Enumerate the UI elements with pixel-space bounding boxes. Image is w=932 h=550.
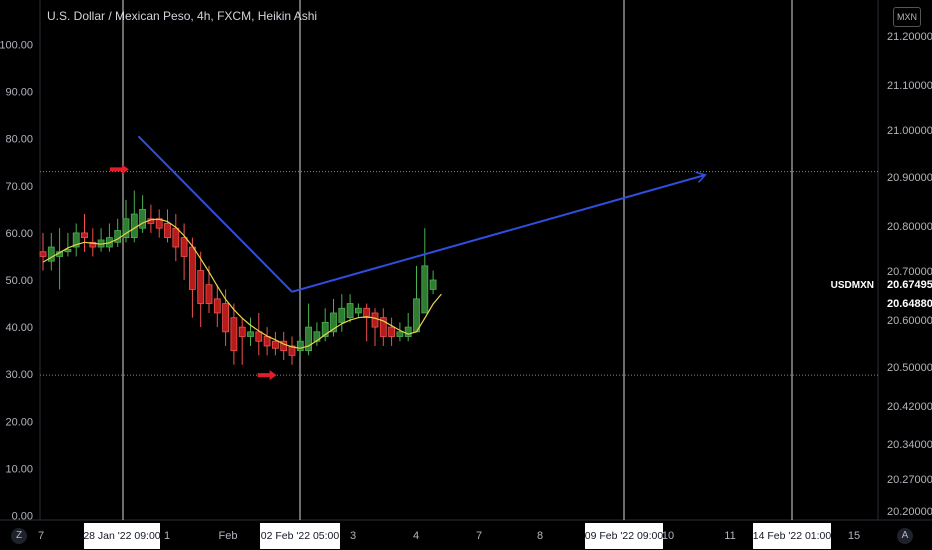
candle-body [188,246,196,290]
candle-body [72,232,80,248]
candle-body [39,251,47,257]
candle-body [280,340,288,352]
left-axis-tick: 90.00 [5,87,33,99]
candle-body [338,307,346,323]
candle-body [363,307,371,319]
candle-body [247,331,254,337]
trend-line-2[interactable] [291,174,706,293]
candle-body [205,284,213,304]
candle-body [89,241,97,248]
crosshair-date-label-bg [84,523,160,549]
left-axis-tick: 40.00 [5,322,33,334]
crosshair-date-label: 28 Jan '22 09:00 [83,530,160,542]
candle-body [64,248,72,253]
currency-badge[interactable]: MXN [893,7,921,27]
right-axis-tick: 21.00000 [887,125,932,137]
candle-body [164,223,171,239]
right-axis-tick: 21.10000 [887,80,932,92]
right-axis-tick: 20.34000 [887,439,932,451]
candle-body [421,265,429,314]
candle-body [213,298,221,314]
crosshair-date-label-bg [260,523,340,549]
left-axis-tick: 100.00 [0,40,33,52]
candle-body [321,321,329,337]
candle-body [296,340,304,352]
crosshair-date-label: 02 Feb '22 05:00 [261,530,340,542]
left-axis-tick: 70.00 [5,181,33,193]
candle-body [271,340,279,349]
crosshair-date-label-bg [753,523,831,549]
x-axis-tick: 7 [476,530,482,542]
auto-scale-left-button[interactable]: Z [11,528,27,544]
symbol-label: USDMXN [831,280,874,291]
crosshair-date-label-bg [585,523,663,549]
right-axis-tick: 20.70000 [887,266,932,278]
red-arrow-marker[interactable] [109,164,129,175]
candle-body [379,317,387,337]
candle-body [354,307,362,314]
candle-body [346,303,354,319]
candle-body [238,326,246,337]
candle-body [122,218,130,239]
chart-title: U.S. Dollar / Mexican Peso, 4h, FXCM, He… [47,9,318,23]
candle-body [47,246,55,262]
red-arrow-marker[interactable] [257,370,277,381]
right-axis-secondary-price: 20.64880 [887,298,932,310]
candle-body [255,331,263,342]
candle-body [222,303,230,333]
candle-body [288,345,296,356]
candle-body [305,326,313,352]
left-axis-tick: 50.00 [5,275,33,287]
x-axis-tick: 15 [848,530,860,542]
candle-body [371,312,379,328]
candle-body [81,232,88,239]
trend-line-1[interactable] [137,135,293,293]
left-axis-tick: 10.00 [5,463,33,475]
left-axis-tick: 0.00 [12,511,33,523]
candle-body [172,227,180,248]
left-axis-tick: 60.00 [5,228,33,240]
candle-body [388,326,396,337]
crosshair-date-label: 14 Feb '22 01:00 [753,530,832,542]
candle-body [413,298,420,333]
auto-scale-right-button[interactable]: A [897,528,913,544]
x-axis-tick: 3 [350,530,356,542]
left-axis-tick: 20.00 [5,416,33,428]
candle-body [429,279,437,290]
candle-body [263,336,271,347]
right-axis-tick: 20.80000 [887,221,932,233]
candle-body [330,312,337,333]
right-axis-tick: 21.20000 [887,31,932,43]
right-axis-last-price: 20.67495 [887,279,932,291]
right-axis-tick: 20.20000 [887,506,932,518]
candle-body [404,326,412,337]
right-axis-tick: 20.50000 [887,362,932,374]
x-axis-tick: 10 [662,530,674,542]
candle-body [180,237,188,257]
x-axis-tick: 4 [413,530,419,542]
right-axis-tick: 20.27000 [887,474,932,486]
left-axis-tick: 80.00 [5,134,33,146]
candle-body [230,317,238,352]
x-axis-tick: 7 [38,530,44,542]
x-axis-tick: Feb [219,530,238,542]
x-axis-tick: 11 [724,530,735,542]
candle-body [130,213,138,239]
candle-body [139,208,147,229]
crosshair-date-label: 09 Feb '22 09:00 [585,530,664,542]
right-axis-tick: 20.42000 [887,401,932,413]
right-axis-tick: 20.90000 [887,172,932,184]
left-axis-tick: 30.00 [5,369,33,381]
moving-average-line [42,218,442,349]
right-axis-tick: 20.60000 [887,315,932,327]
candle-body [197,270,205,304]
candle-body [396,331,404,337]
trend-line-arrowhead [695,171,707,183]
x-axis-tick: 1 [164,530,170,542]
x-axis-tick: 8 [537,530,543,542]
